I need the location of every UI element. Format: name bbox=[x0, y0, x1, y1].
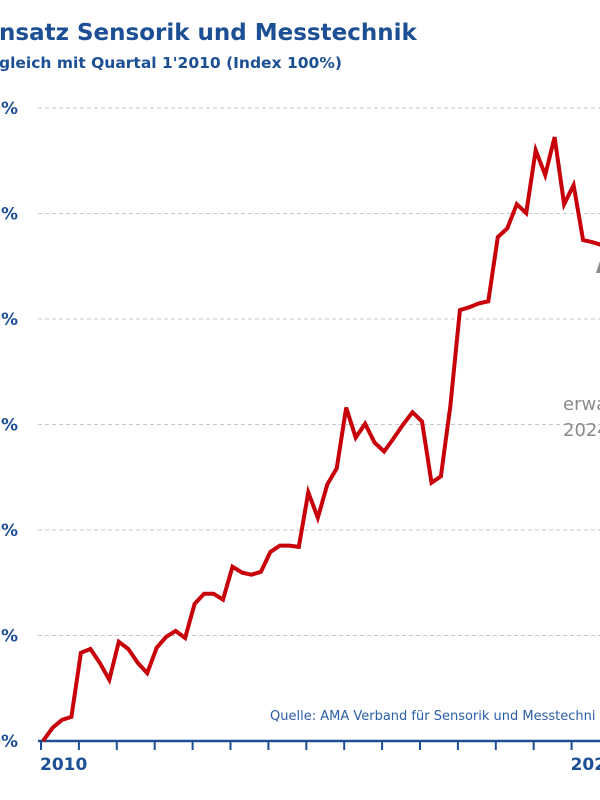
annotation-line-2: 2024 bbox=[563, 420, 600, 441]
source-note: Quelle: AMA Verband für Sensorik und Mes… bbox=[270, 709, 596, 724]
chart-title: nsatz Sensorik und Messtechnik bbox=[0, 20, 417, 46]
annotation-line-1: erwa bbox=[563, 394, 600, 415]
y-tick-label: 00% bbox=[0, 99, 18, 119]
forecast-arrow-icon bbox=[596, 261, 600, 273]
chart-subtitle: gleich mit Quartal 1'2010 (Index 100%) bbox=[0, 54, 342, 72]
y-tick-label: 5% bbox=[0, 627, 18, 647]
x-tick-label: 2010 bbox=[40, 755, 87, 775]
x-tick-label: 202 bbox=[571, 755, 600, 775]
series-line bbox=[41, 136, 600, 743]
y-tick-label: 0% bbox=[0, 521, 18, 541]
y-tick-label: 0% bbox=[0, 310, 18, 330]
y-tick-label: 5% bbox=[0, 416, 18, 436]
y-tick-label: 0% bbox=[0, 732, 18, 752]
y-tick-label: 5% bbox=[0, 205, 18, 225]
